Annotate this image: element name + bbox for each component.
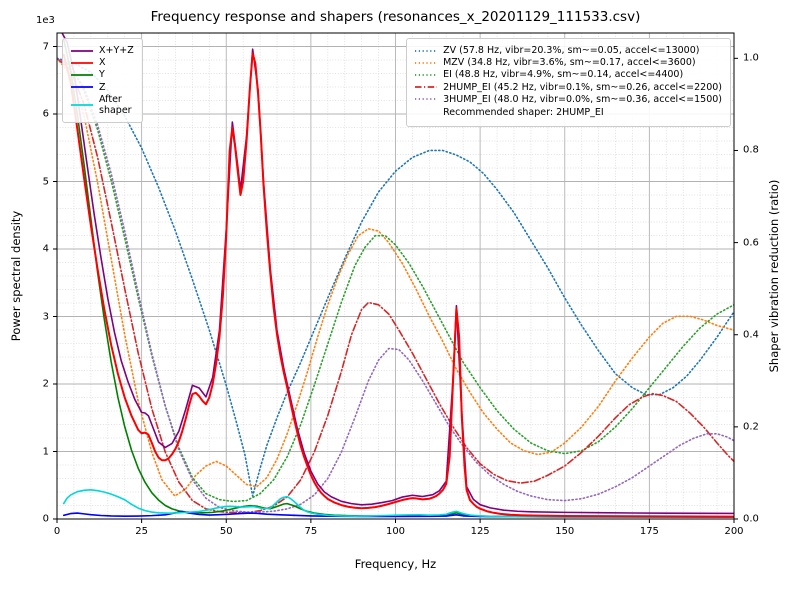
y-left-tick-label: 0 xyxy=(42,513,49,525)
x-tick-label: 100 xyxy=(385,526,406,537)
legend-item: Z xyxy=(70,82,134,93)
legend-label: X xyxy=(99,57,106,69)
legend-item: 2HUMP_EI (45.2 Hz, vibr=0.1%, sm~=0.26, … xyxy=(414,82,722,93)
legend-item: EI (48.8 Hz, vibr=4.9%, sm~=0.14, accel<… xyxy=(414,69,722,80)
x-tick-label: 0 xyxy=(53,526,61,537)
legend-line-sample-icon xyxy=(415,86,438,89)
x-tick-label: 50 xyxy=(219,526,233,537)
legend-label: MZV (34.8 Hz, vibr=3.6%, sm~=0.17, accel… xyxy=(443,57,696,69)
y-right-tick-label: 1.0 xyxy=(743,52,759,64)
legend-line-sample-icon xyxy=(71,86,93,89)
legend-line-sample-icon xyxy=(71,49,93,52)
x-tick-label: 175 xyxy=(639,526,659,537)
recommended-shaper-note: Recommended shaper: 2HUMP_EI xyxy=(443,107,604,119)
x-tick-label: 25 xyxy=(135,526,148,537)
legend-item: X+Y+Z xyxy=(70,45,134,56)
y-right-tick-label: 0.8 xyxy=(743,144,759,156)
legend-label: 3HUMP_EI (48.0 Hz, vibr=0.0%, sm~=0.36, … xyxy=(443,93,722,105)
chart-title: Frequency response and shapers (resonanc… xyxy=(150,9,641,25)
x-tick-label: 125 xyxy=(470,526,490,537)
y-left-tick-label: 3 xyxy=(42,311,49,322)
legend-label: ZV (57.8 Hz, vibr=20.3%, sm~=0.05, accel… xyxy=(443,45,700,56)
legend-line-sample-icon xyxy=(71,74,93,76)
legend-label: X+Y+Z xyxy=(99,45,134,56)
y-left-tick-label: 2 xyxy=(42,378,49,390)
y-left-tick-label: 6 xyxy=(42,108,49,120)
legend-line-sample-icon xyxy=(71,104,93,106)
legend-line-sample-icon xyxy=(415,61,438,64)
legend-label: EI (48.8 Hz, vibr=4.9%, sm~=0.14, accel<… xyxy=(443,69,684,81)
legend-item: 3HUMP_EI (48.0 Hz, vibr=0.0%, sm~=0.36, … xyxy=(414,94,722,105)
psd-legend: X+Y+Z X Y Z After shaper xyxy=(62,38,143,124)
legend-item: MZV (34.8 Hz, vibr=3.6%, sm~=0.17, accel… xyxy=(414,57,722,68)
y-axis-label-left: Power spectral density xyxy=(9,210,23,342)
legend-item: ZV (57.8 Hz, vibr=20.3%, sm~=0.05, accel… xyxy=(414,45,722,56)
legend-label: Y xyxy=(99,69,105,81)
legend-item: X xyxy=(70,57,134,68)
legend-line-sample-icon xyxy=(415,74,438,76)
legend-line-sample-icon xyxy=(415,49,438,52)
y-axis-label-right: Shaper vibration reduction (ratio) xyxy=(767,179,781,373)
y-left-tick-label: 5 xyxy=(42,176,49,187)
legend-line-sample-icon xyxy=(415,98,438,101)
x-tick-label: 200 xyxy=(724,526,744,537)
legend-item: After shaper xyxy=(70,94,134,116)
y-left-tick-label: 1 xyxy=(42,446,49,457)
y-right-tick-label: 0.4 xyxy=(743,329,759,341)
legend-label: After shaper xyxy=(99,93,132,117)
y-right-tick-label: 0.2 xyxy=(743,421,759,433)
legend-label: 2HUMP_EI (45.2 Hz, vibr=0.1%, sm~=0.26, … xyxy=(443,81,722,93)
legend-line-sample-icon xyxy=(71,61,93,64)
legend-label: Z xyxy=(99,81,106,93)
legend-item: Y xyxy=(70,69,134,80)
x-tick-label: 75 xyxy=(304,526,318,537)
y-left-tick-label: 7 xyxy=(42,41,49,52)
y-left-tick-label: 4 xyxy=(42,243,49,255)
y-right-tick-label: 0.0 xyxy=(743,513,759,525)
x-tick-label: 150 xyxy=(555,526,575,537)
y-axis-offset-text: 1e3 xyxy=(36,15,55,26)
shaper-legend: ZV (57.8 Hz, vibr=20.3%, sm~=0.05, accel… xyxy=(406,38,731,127)
x-axis-label: Frequency, Hz xyxy=(354,557,437,571)
y-right-tick-label: 0.6 xyxy=(743,237,759,249)
